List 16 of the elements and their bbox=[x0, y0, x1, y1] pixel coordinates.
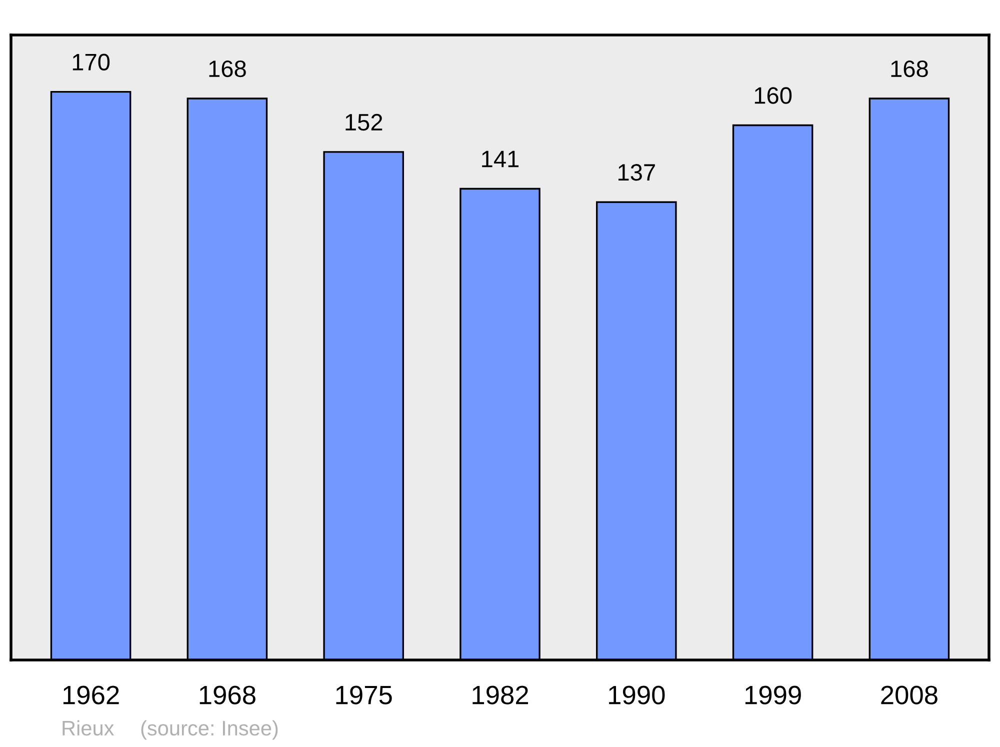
x-tick-label: 2008 bbox=[881, 686, 938, 704]
data-label: 160 bbox=[754, 87, 792, 104]
x-tick-label: 1990 bbox=[609, 686, 665, 704]
text: Rieux bbox=[62, 720, 114, 736]
data-label: 141 bbox=[482, 150, 519, 168]
x-tick-label: 1982 bbox=[472, 686, 528, 704]
data-label: 137 bbox=[618, 164, 655, 181]
data-label: 168 bbox=[209, 60, 246, 78]
data-label: 152 bbox=[346, 114, 382, 131]
data-label: 168 bbox=[891, 60, 928, 78]
data-label: 170 bbox=[72, 54, 110, 70]
x-tick-label: 1968 bbox=[200, 686, 256, 704]
x-tick-label: 1962 bbox=[63, 686, 119, 704]
x-tick-label: 1975 bbox=[336, 686, 392, 704]
x-tick-label: 1999 bbox=[745, 686, 801, 704]
text: (source: Insee) bbox=[141, 720, 278, 740]
